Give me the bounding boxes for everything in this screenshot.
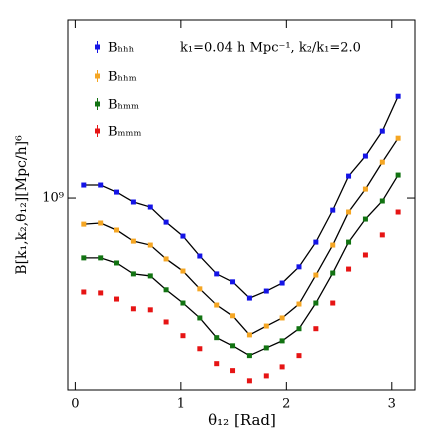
data-point <box>81 255 87 261</box>
data-point <box>313 272 319 278</box>
data-point <box>180 233 186 239</box>
data-point <box>362 186 368 192</box>
data-point <box>395 172 401 178</box>
data-point <box>81 182 87 188</box>
data-point <box>98 255 104 261</box>
legend-label: Bₕₘₘ <box>108 98 139 113</box>
data-point <box>296 326 302 332</box>
data-point <box>330 300 336 306</box>
data-point <box>263 373 269 379</box>
data-point <box>246 353 252 359</box>
data-point <box>330 207 336 213</box>
data-point <box>346 209 352 215</box>
data-point <box>230 368 236 374</box>
data-point <box>163 287 169 293</box>
data-point <box>263 288 269 294</box>
data-point <box>81 221 87 227</box>
data-point <box>395 135 401 141</box>
data-point <box>214 271 220 277</box>
legend-label: Bₘₘₘ <box>108 125 141 140</box>
data-point <box>379 159 385 165</box>
data-point <box>246 378 252 384</box>
data-point <box>197 346 203 352</box>
data-point <box>98 220 104 226</box>
data-point <box>214 335 220 341</box>
data-point <box>379 198 385 204</box>
data-point <box>330 242 336 248</box>
data-point <box>230 313 236 319</box>
data-point <box>197 315 203 321</box>
data-point <box>279 364 285 370</box>
x-tick-label: 1 <box>177 397 185 412</box>
data-point <box>296 301 302 307</box>
data-point <box>379 232 385 238</box>
model-line <box>83 95 399 299</box>
data-point <box>147 307 153 313</box>
x-axis-label: θ₁₂ [Rad] <box>208 411 276 429</box>
data-point <box>279 338 285 344</box>
model-line <box>83 137 399 336</box>
data-point <box>114 189 120 195</box>
data-point <box>362 216 368 222</box>
data-point <box>395 93 401 99</box>
data-point <box>147 273 153 279</box>
data-point <box>214 361 220 367</box>
data-point <box>197 253 203 259</box>
data-point <box>379 128 385 134</box>
data-point <box>163 219 169 225</box>
data-point <box>130 271 136 277</box>
data-point <box>98 182 104 188</box>
x-tick-label: 0 <box>71 397 79 412</box>
data-point <box>279 315 285 321</box>
data-point <box>313 239 319 245</box>
data-point <box>180 300 186 306</box>
data-point <box>147 242 153 248</box>
y-tick-label: 10⁹ <box>42 191 64 206</box>
plot-frame <box>67 19 416 391</box>
legend-label: Bₕₕₘ <box>108 70 137 85</box>
annotation: k₁=0.04 h Mpc⁻¹, k₂/k₁=2.0 <box>180 41 361 56</box>
data-point <box>130 238 136 244</box>
data-point <box>246 332 252 338</box>
y-axis-label: B[k₁,k₂,θ₁₂][Mpc/h]⁶ <box>14 135 30 275</box>
data-point <box>313 326 319 332</box>
x-tick-label: 3 <box>388 397 396 412</box>
data-point <box>114 260 120 266</box>
data-point <box>98 290 104 296</box>
data-point <box>81 289 87 295</box>
data-point <box>180 333 186 339</box>
data-point <box>263 323 269 329</box>
data-point <box>163 256 169 262</box>
data-point <box>130 199 136 205</box>
model-line <box>83 174 399 357</box>
data-point <box>279 280 285 286</box>
data-point <box>346 239 352 245</box>
data-point <box>313 300 319 306</box>
data-point <box>163 319 169 325</box>
data-point <box>296 264 302 270</box>
data-point <box>346 173 352 179</box>
data-point <box>230 343 236 349</box>
data-point <box>230 279 236 285</box>
data-point <box>330 270 336 276</box>
data-point <box>263 345 269 351</box>
data-point <box>346 266 352 272</box>
data-point <box>246 295 252 301</box>
data-point <box>296 353 302 359</box>
legend-label: Bₕₕₕ <box>108 41 134 56</box>
data-point <box>362 153 368 159</box>
data-point <box>147 204 153 210</box>
data-point <box>130 306 136 312</box>
data-point <box>114 296 120 302</box>
data-point <box>114 227 120 233</box>
data-point <box>180 268 186 274</box>
x-tick-label: 2 <box>282 397 290 412</box>
data-point <box>362 252 368 258</box>
data-point <box>197 286 203 292</box>
data-point <box>395 209 401 215</box>
data-point <box>214 302 220 308</box>
